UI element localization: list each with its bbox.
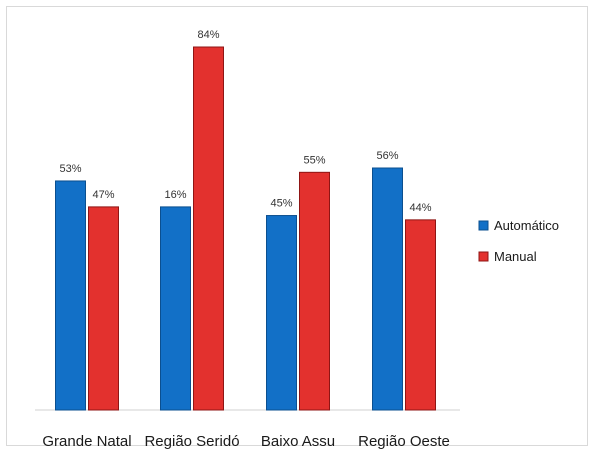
bars-group bbox=[55, 46, 436, 411]
bar-automatico-2 bbox=[266, 215, 297, 411]
data-label-automatico-2: 45% bbox=[270, 198, 292, 210]
bar-manual-0 bbox=[88, 206, 119, 411]
data-label-manual-0: 47% bbox=[92, 189, 114, 201]
bar-manual-3 bbox=[405, 219, 436, 411]
data-labels-group: 53% 47% 16% 84% 45% 55% 56% 44% bbox=[59, 29, 431, 214]
data-label-manual-2: 55% bbox=[303, 154, 325, 166]
bar-automatico-3 bbox=[372, 167, 403, 411]
legend: Automático Manual bbox=[478, 218, 559, 264]
category-labels-group: Grande Natal Região Seridó Baixo Assu Regiã… bbox=[42, 433, 449, 450]
category-label-2: Baixo Assu bbox=[261, 433, 335, 450]
data-label-manual-1: 84% bbox=[197, 29, 219, 41]
legend-label-automatico: Automático bbox=[494, 218, 559, 233]
category-label-1: Região Seridó bbox=[144, 433, 239, 450]
legend-swatch-automatico bbox=[478, 220, 489, 231]
data-label-automatico-3: 56% bbox=[376, 150, 398, 162]
category-label-3: Região Oeste bbox=[358, 433, 450, 450]
data-label-automatico-0: 53% bbox=[59, 163, 81, 175]
category-label-0: Grande Natal bbox=[42, 433, 131, 450]
data-label-manual-3: 44% bbox=[409, 202, 431, 214]
data-label-automatico-1: 16% bbox=[164, 189, 186, 201]
bar-manual-2 bbox=[299, 171, 330, 411]
bar-automatico-1 bbox=[160, 206, 191, 411]
bar-automatico-0 bbox=[55, 180, 86, 411]
legend-label-manual: Manual bbox=[494, 249, 537, 264]
bar-manual-1 bbox=[193, 46, 224, 411]
legend-swatch-manual bbox=[478, 251, 489, 262]
